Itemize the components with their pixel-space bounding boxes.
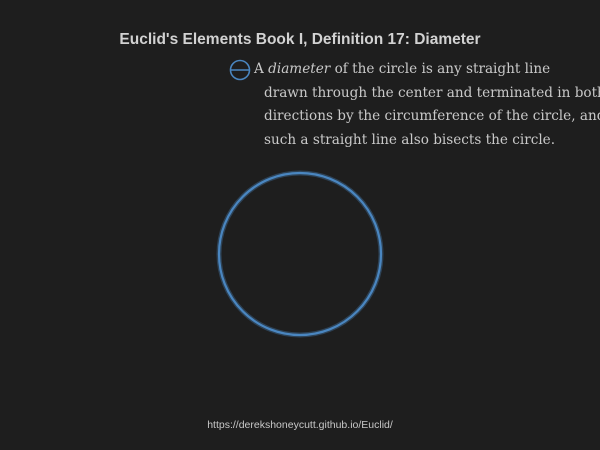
- circle-with-diameter-icon: [229, 59, 251, 81]
- definition-text: A diameter of the circle is any straight…: [254, 58, 600, 152]
- page-title: Euclid's Elements Book I, Definition 17:…: [119, 31, 481, 48]
- definition-line-2: drawn through the center and terminated …: [264, 84, 600, 101]
- definition-lead: A: [254, 61, 264, 77]
- definition-term: diameter: [268, 61, 331, 77]
- definition-line-3: directions by the circumference of the c…: [264, 108, 600, 124]
- definition-line-1-rest: of the circle is any straight line: [334, 61, 551, 77]
- definition-line-1: A diameter of the circle is any straight…: [254, 58, 584, 82]
- definition-line-4: such a straight line also bisects the ci…: [264, 131, 556, 148]
- circle-diagram: [216, 170, 384, 338]
- footer-url: https://derekshoneycutt.github.io/Euclid…: [207, 419, 393, 431]
- circle-circumference: [217, 171, 383, 337]
